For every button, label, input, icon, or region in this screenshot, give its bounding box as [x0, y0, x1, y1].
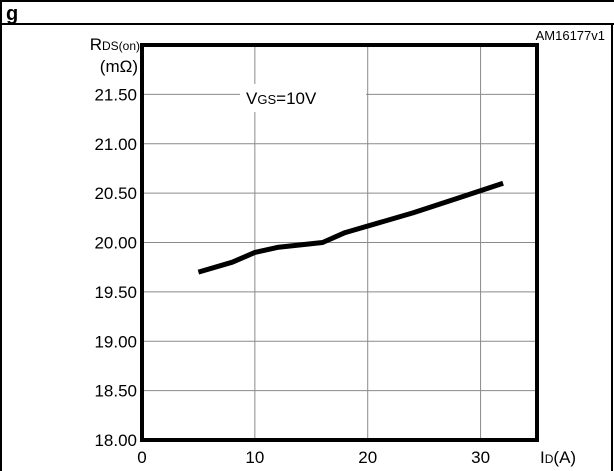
- y-tick-label: 21.00: [94, 135, 137, 154]
- y-tick-label: 19.00: [94, 332, 137, 351]
- annotation-sub: GS: [257, 92, 276, 107]
- x-tick-labels: 0 10 20 30: [137, 448, 490, 467]
- x-axis-label: ID(A): [540, 448, 576, 467]
- x-tick-label: 10: [245, 448, 264, 467]
- figure-border-right: [611, 24, 613, 471]
- x-axis-label-sub: D: [545, 452, 554, 466]
- plot-area-frame: [140, 43, 539, 442]
- y-tick-labels: 18.00 18.50 19.00 19.50 20.00 20.50 21.00 21.50: [94, 85, 137, 450]
- annotation-background: [240, 84, 366, 112]
- y-axis-unit: (mΩ): [100, 57, 138, 76]
- x-axis-label-main: I: [540, 448, 545, 467]
- figure-border-left: [0, 0, 2, 471]
- figure-heading-fragment: g: [6, 3, 19, 24]
- annotation-main: V: [246, 89, 258, 108]
- y-tick-label: 19.50: [94, 283, 137, 302]
- figure-border-top: [0, 0, 614, 2]
- y-tick-label: 18.50: [94, 382, 137, 401]
- series-line-rdson: [197, 180, 504, 275]
- y-tick-label: 20.50: [94, 184, 137, 203]
- annotation-vgs: VGS=10V: [246, 89, 317, 108]
- x-tick-label: 20: [358, 448, 377, 467]
- y-axis-label: RDS(on): [90, 35, 140, 54]
- y-tick-label: 21.50: [94, 85, 137, 104]
- y-axis-label-background: [60, 32, 140, 54]
- figure-title-divider: [0, 23, 614, 25]
- x-tick-label: 30: [471, 448, 490, 467]
- y-axis-label-sub: DS(on): [102, 39, 140, 53]
- y-tick-label: 18.00: [94, 431, 137, 450]
- figure-code: AM16177v1: [536, 28, 605, 43]
- y-axis-label-main: R: [90, 35, 102, 54]
- x-axis-label-rest: (A): [553, 448, 576, 467]
- y-tick-label: 20.00: [94, 234, 137, 253]
- x-tick-label: 0: [137, 448, 146, 467]
- annotation-rest: =10V: [276, 89, 317, 108]
